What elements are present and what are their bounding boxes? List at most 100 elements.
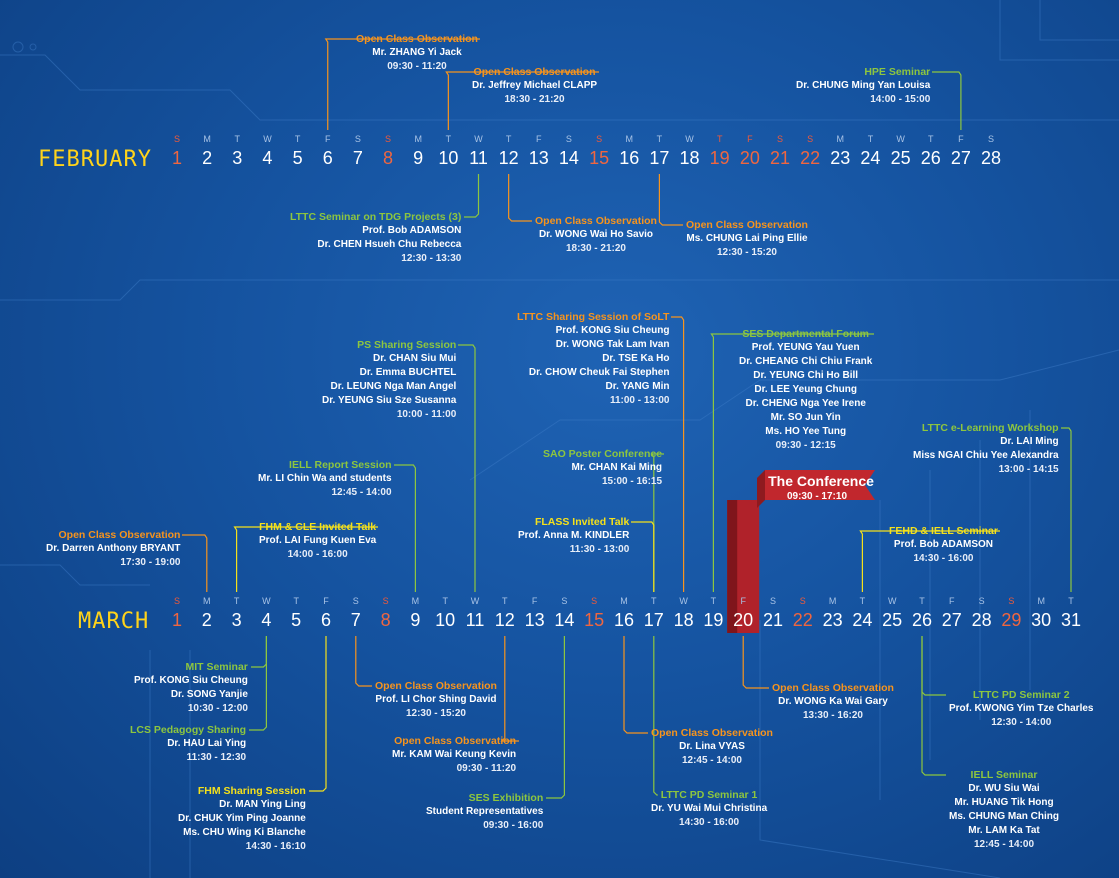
event-time: 12:45 - 14:00	[681, 755, 742, 766]
day-number: 14	[554, 610, 575, 630]
event-time: 14:00 - 16:00	[287, 549, 348, 560]
day-number: 3	[231, 610, 242, 630]
event-speaker: Dr. Darren Anthony BRYANT	[46, 543, 181, 554]
event-title: FEHD & IELL Seminar	[889, 525, 998, 537]
weekday-letter: T	[919, 596, 925, 606]
event-time: 11:00 - 13:00	[609, 395, 670, 406]
event-speaker: Prof. YEUNG Yau Yuen	[751, 342, 860, 353]
conference-banner: The Conference 09:30 - 17:10	[757, 470, 875, 510]
day-number: 6	[322, 148, 333, 168]
event-speaker: Dr. CHEANG Chi Chiu Frank	[739, 356, 873, 367]
event-feb10: Open Class Observation Dr. Jeffrey Michae…	[472, 65, 597, 107]
event-speaker: Dr. Jeffrey Michael CLAPP	[472, 80, 598, 91]
event-time: 13:30 - 16:20	[802, 710, 863, 721]
weekday-letter: T	[505, 134, 512, 144]
weekday-letter: M	[620, 596, 628, 606]
event-mar4lcs: LCS Pedagogy Sharing Dr. HAU Lai Ying 11:3…	[130, 723, 246, 765]
weekday-letter: S	[173, 596, 180, 606]
day-number: 13	[524, 610, 545, 630]
weekday-letter: F	[536, 134, 542, 144]
day-number: 11	[465, 610, 485, 630]
event-mar31: LTTC e-Learning Workshop Dr. LAI Ming Miss…	[913, 421, 1059, 477]
event-feb12: Open Class Observation Dr. WONG Wai Ho Sa…	[535, 214, 657, 256]
event-speaker: Dr. LAI Ming	[1000, 436, 1059, 447]
event-mar16: Open Class Observation Dr. Lina VYAS 12:45…	[651, 726, 773, 768]
day-number: 20	[733, 610, 754, 630]
event-speaker: Mr. KAM Wai Keung Kevin	[392, 749, 517, 760]
event-title: LTTC Sharing Session of SoLT	[517, 311, 670, 323]
weekday-letter: S	[978, 596, 985, 606]
event-speaker: Ms. CHUNG Lai Ping Ellie	[686, 233, 808, 244]
weekday-letter: S	[1008, 596, 1015, 606]
event-speaker: Mr. HUANG Tik Hong	[954, 797, 1054, 808]
day-number: 30	[1031, 610, 1052, 630]
day-number: 28	[981, 148, 1002, 168]
event-title: FHM & CLE Invited Talk	[259, 521, 377, 533]
event-time: 12:30 - 13:30	[401, 253, 462, 264]
event-time: 11:30 - 12:30	[186, 752, 247, 763]
event-title: Open Class Observation	[356, 33, 478, 45]
event-speaker: Dr. CHUK Yim Ping Joanne	[178, 813, 306, 824]
weekday-letter: S	[352, 596, 359, 606]
day-number: 10	[438, 148, 459, 168]
weekday-letter: F	[949, 596, 955, 606]
event-speaker: Ms. CHUNG Man Ching	[949, 811, 1059, 822]
event-speaker: Dr. CHAN Siu Mui	[372, 353, 457, 364]
weekday-letter: M	[414, 134, 422, 144]
event-speaker: Dr. CHEN Hsueh Chu Rebecca	[317, 239, 462, 250]
day-number: 14	[558, 148, 579, 168]
event-title: SES Departmental Forum	[742, 328, 869, 340]
weekday-letter: S	[769, 596, 776, 606]
event-mar17: FLASS Invited Talk Prof. Anna M. KINDLER 1…	[518, 515, 629, 557]
day-number: 6	[320, 610, 331, 630]
event-speaker: Dr. MAN Ying Ling	[219, 799, 306, 810]
weekday-letter: M	[828, 596, 837, 606]
event-time: 18:30 - 21:20	[565, 243, 626, 254]
event-speaker: Dr. CHOW Cheuk Fai Stephen	[528, 367, 670, 378]
day-number: 17	[643, 610, 664, 630]
event-mar9: IELL Report Session Mr. LI Chin Wa and st…	[258, 458, 392, 500]
day-number: 16	[613, 610, 635, 630]
day-number: 17	[649, 148, 670, 168]
event-speaker: Ms. HO Yee Tung	[765, 426, 847, 437]
event-feb27: HPE Seminar Dr. CHUNG Ming Yan Louisa 14:0…	[796, 65, 930, 107]
event-title: Open Class Observation	[535, 215, 657, 227]
weekday-letter: T	[294, 134, 301, 144]
weekday-letter: W	[887, 596, 897, 606]
day-number: 27	[941, 610, 962, 630]
day-number: 4	[262, 148, 273, 168]
event-mar17sao: SAO Poster Conference Mr. CHAN Kai Ming 15…	[543, 447, 662, 489]
event-time: 18:30 - 21:20	[504, 94, 565, 105]
event-title: SAO Poster Conference	[543, 448, 663, 460]
day-number: 2	[201, 610, 212, 630]
weekday-letter: F	[325, 134, 331, 144]
day-number: 29	[1001, 610, 1022, 630]
event-title: FLASS Invited Talk	[534, 516, 630, 528]
weekday-letter: T	[293, 596, 299, 606]
event-speaker: Dr. YEUNG Chi Ho Bill	[753, 370, 859, 381]
event-time: 09:30 - 16:00	[483, 820, 544, 831]
weekday-letter: S	[988, 134, 995, 144]
event-title: HPE Seminar	[864, 66, 931, 78]
weekday-letter: S	[591, 596, 598, 606]
event-speaker: Ms. CHU Wing Ki Blanche	[183, 827, 306, 838]
day-number: 24	[852, 610, 873, 630]
event-title: LTTC Seminar on TDG Projects (3)	[290, 211, 462, 223]
weekday-letter: S	[173, 134, 180, 144]
weekday-letter: T	[445, 134, 452, 144]
weekday-letter: F	[958, 134, 964, 144]
event-title: IELL Seminar	[970, 769, 1038, 781]
event-time: 09:30 - 11:20	[456, 763, 517, 774]
event-speaker: Student Representatives	[426, 806, 544, 817]
event-mar20: Open Class Observation Dr. WONG Ka Wai Ga…	[772, 681, 894, 723]
event-speaker: Dr. YANG Min	[605, 381, 670, 392]
weekday-letter: S	[565, 134, 572, 144]
weekday-letter: S	[354, 134, 361, 144]
event-time: 12:30 - 15:20	[405, 708, 466, 719]
day-number: 27	[950, 148, 971, 168]
weekday-letter: T	[656, 134, 663, 144]
weekday-letter: W	[262, 596, 271, 606]
weekday-letter: M	[625, 134, 634, 144]
event-speaker: Prof. Bob ADAMSON	[893, 539, 993, 550]
